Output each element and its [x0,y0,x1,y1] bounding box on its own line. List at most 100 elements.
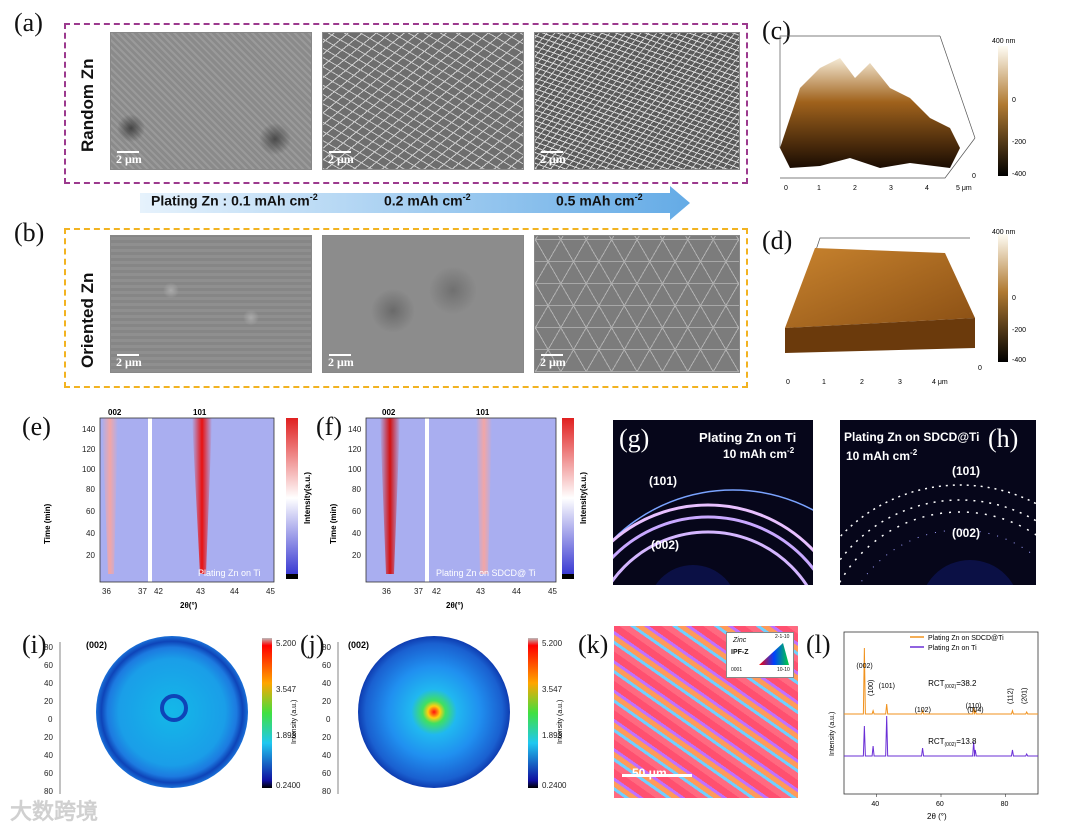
x-tick-label-80: 80 [1001,801,1009,808]
svg-text:140: 140 [82,425,96,434]
sem-random-0.5: 2 μm [534,32,740,170]
svg-text:3.547: 3.547 [276,685,297,694]
series-line-0 [844,715,1038,757]
svg-text:5.200: 5.200 [542,639,563,648]
svg-text:0: 0 [48,715,53,724]
svg-text:40: 40 [86,529,95,538]
svg-text:101: 101 [476,408,490,417]
svg-text:0: 0 [784,185,788,192]
svg-text:0: 0 [978,365,982,372]
svg-text:-200: -200 [1012,139,1026,146]
peak-label-0: (002) [856,663,872,670]
svg-text:37: 37 [138,587,147,596]
svg-text:3.547: 3.547 [542,685,563,694]
peak-label-5: (004) [967,707,983,714]
svg-text:0.2400: 0.2400 [276,781,301,790]
series-line-1 [844,647,1038,715]
svg-text:80: 80 [352,485,361,494]
svg-text:-400: -400 [1012,171,1026,178]
svg-text:1: 1 [817,185,821,192]
svg-text:44: 44 [512,587,521,596]
svg-text:20: 20 [352,551,361,560]
watermark: 大数跨境 [10,799,99,824]
arrow-label-0.1: Plating Zn : 0.1 mAh cm-2 [151,192,318,209]
svg-text:100: 100 [348,465,362,474]
svg-text:Intensity(a.u.): Intensity(a.u.) [303,472,312,524]
chart-frame [843,631,1039,795]
svg-text:-400: -400 [1012,357,1026,364]
peak-label-1: (100) [868,680,875,696]
svg-text:0: 0 [1012,97,1016,104]
afm-3d-random: 400 nm 0 -200 -400 0 1 2 3 4 5 μm 0 [779,35,1026,192]
svg-text:0: 0 [1012,295,1016,302]
svg-text:43: 43 [476,587,485,596]
svg-text:60: 60 [322,769,331,778]
panel-label-g: (g) [619,424,650,453]
afm-3d-oriented: 400 nm 0 -200 -400 0 1 2 3 4 μm 0 [785,229,1026,386]
panel-label-d: (d) [762,226,793,255]
plating-arrow [140,186,690,220]
svg-text:2: 2 [853,185,857,192]
svg-text:1.893: 1.893 [542,731,563,740]
panel-label-h: (h) [988,424,1019,453]
panel-label-e: (e) [22,412,51,441]
svg-text:Time (min): Time (min) [329,503,338,544]
svg-text:5.200: 5.200 [276,639,297,648]
svg-text:140: 140 [348,425,362,434]
svg-text:40: 40 [322,679,331,688]
svg-text:40: 40 [322,751,331,760]
svg-text:80: 80 [322,787,331,796]
xrd2d-ti: Plating Zn on Ti 10 mAh cm-2 (101) (002)… [613,420,813,585]
xrd2d-sdcd: Plating Zn on SDCD@Ti 10 mAh cm-2 (101) … [840,420,1036,585]
legend-label-1: Plating Zn on SDCD@Ti [928,635,1004,642]
svg-text:40: 40 [352,529,361,538]
svg-text:-200: -200 [1012,327,1026,334]
legend-label-0: Plating Zn on Ti [928,645,977,652]
peak-label-4: (110) [966,703,982,710]
x-axis-label: 2θ (°) [927,812,947,821]
pole-figure-sdcd: (002) 5.200 3.547 1.893 0.2400 Intensity… [348,636,567,790]
sem-oriented-0.2: 2 μm [322,235,524,373]
svg-text:60: 60 [44,769,53,778]
svg-text:1: 1 [822,379,826,386]
panel-label-l: (l) [806,630,831,659]
svg-text:(002): (002) [348,640,369,650]
svg-text:Time (min): Time (min) [43,503,52,544]
afm-d-top: 400 nm [992,229,1016,236]
xrd-heatmap-sdcd: 002 101 140 120 100 80 60 40 20 Time (mi… [329,408,588,610]
panel-label-f: (f) [316,412,342,441]
svg-text:1.893: 1.893 [276,731,297,740]
svg-text:0: 0 [326,715,331,724]
x-tick-label-60: 60 [936,801,944,808]
panel-label-b: (b) [14,218,45,247]
series-annotation-1: RCT(002)=38.2 [928,679,977,690]
peak-label-3: (102) [915,707,931,714]
svg-text:002: 002 [108,408,122,417]
svg-text:80: 80 [44,787,53,796]
svg-text:Intensity(a.u.): Intensity(a.u.) [579,472,588,524]
peak-label-7: (201) [1022,688,1029,704]
ipf-legend: Zinc IPF-Z 0001 10-10 2-1-10 [726,632,794,678]
svg-text:45: 45 [548,587,557,596]
panel-label-j: (j) [300,630,325,659]
row-label-random: Random Zn [78,58,97,153]
sem-random-0.1: 2 μm [110,32,312,170]
svg-text:Plating Zn on Ti: Plating Zn on Ti [198,568,261,578]
svg-text:4 μm: 4 μm [932,379,948,386]
svg-text:40: 40 [44,751,53,760]
sem-oriented-0.1: 2 μm [110,235,312,373]
svg-text:60: 60 [86,507,95,516]
svg-text:Plating Zn on SDCD@ Ti: Plating Zn on SDCD@ Ti [436,568,536,578]
svg-text:0: 0 [972,173,976,180]
svg-text:Intensity (a.u.): Intensity (a.u.) [291,700,298,744]
xrd-heatmap-ti: 002 101 140 120 100 80 60 40 20 Time (mi… [43,408,312,610]
x-tick-label-40: 40 [871,801,879,808]
svg-text:3: 3 [898,379,902,386]
series-annotation-0: RCT(002)=13.8 [928,737,977,748]
sem-oriented-0.5: 2 μm [534,235,740,373]
svg-text:0: 0 [786,379,790,386]
svg-text:36: 36 [382,587,391,596]
svg-text:80: 80 [322,643,331,652]
svg-text:44: 44 [230,587,239,596]
svg-text:40: 40 [44,679,53,688]
